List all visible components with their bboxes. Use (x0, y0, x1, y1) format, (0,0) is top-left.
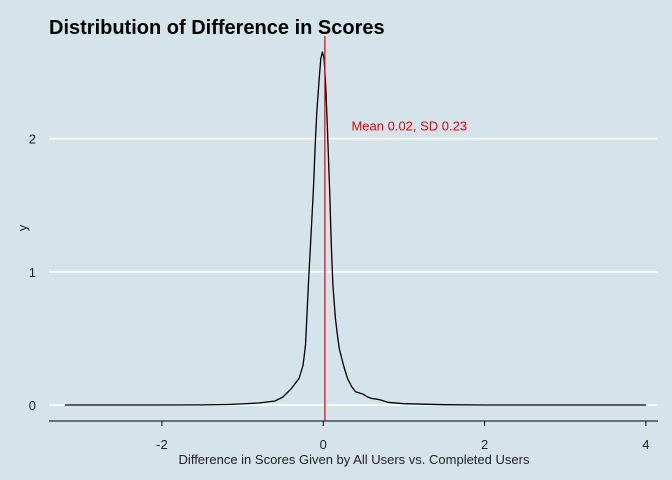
series-layer (65, 51, 646, 406)
x-tick-label-0: 0 (320, 437, 327, 452)
y-axis-label: y (15, 224, 30, 231)
x-tick-label--2: -2 (156, 437, 168, 452)
y-tick-label-0: 0 (29, 398, 36, 413)
mean-sd-annotation: Mean 0.02, SD 0.23 (351, 119, 467, 134)
y-tick-label-1: 1 (29, 265, 36, 280)
y-tick-label-2: 2 (29, 132, 36, 147)
x-tick-label-4: 4 (642, 437, 649, 452)
series-line-density (65, 51, 646, 406)
chart-title: Distribution of Difference in Scores (49, 17, 385, 39)
x-tick-label-2: 2 (481, 437, 488, 452)
x-axis-ticks: -2 0 2 4 (156, 421, 650, 452)
grid-lines (49, 137, 658, 406)
x-axis-label: Difference in Scores Given by All Users … (179, 452, 530, 467)
y-axis-ticks: 0 1 2 (29, 132, 36, 413)
